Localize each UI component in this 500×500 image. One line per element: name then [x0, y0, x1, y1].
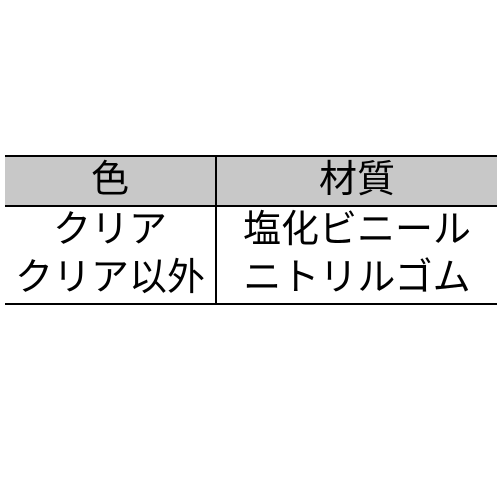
cell-color-0: クリア	[5, 206, 216, 255]
col-header-color: 色	[5, 156, 216, 206]
table-row: クリア以外 ニトリルゴム	[5, 255, 497, 304]
cell-material-0: 塩化ビニール	[216, 206, 497, 255]
cell-color-1: クリア以外	[5, 255, 216, 304]
cell-material-1: ニトリルゴム	[216, 255, 497, 304]
material-table: 色 材質 クリア 塩化ビニール クリア以外 ニトリルゴム	[5, 155, 497, 305]
col-header-material: 材質	[216, 156, 497, 206]
table-row: クリア 塩化ビニール	[5, 206, 497, 255]
table-header-row: 色 材質	[5, 156, 497, 206]
